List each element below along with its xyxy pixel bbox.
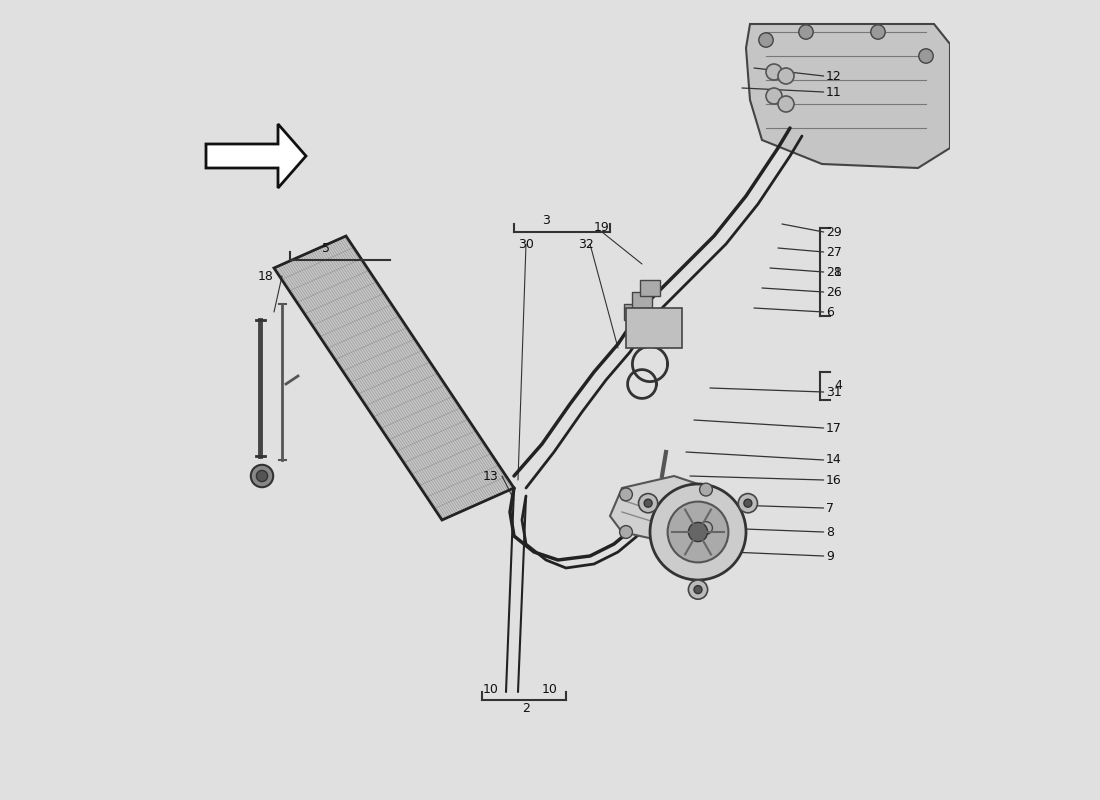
Circle shape [619,488,632,501]
Polygon shape [206,124,306,188]
Text: 1: 1 [834,266,842,278]
Text: 6: 6 [826,306,834,318]
Circle shape [778,68,794,84]
Text: 27: 27 [826,246,842,258]
Text: 29: 29 [826,226,842,238]
Text: 30: 30 [518,238,534,250]
Text: 19: 19 [594,222,609,234]
Text: 31: 31 [826,386,842,398]
Circle shape [766,88,782,104]
Text: 11: 11 [826,86,842,98]
Polygon shape [610,476,710,540]
Circle shape [645,499,652,507]
Circle shape [256,470,267,482]
Text: 2: 2 [522,702,530,714]
Circle shape [871,25,886,39]
Polygon shape [746,24,950,168]
Text: 9: 9 [826,550,834,562]
Text: 12: 12 [826,70,842,82]
Circle shape [700,483,713,496]
Text: 13: 13 [482,470,498,482]
Text: 14: 14 [826,454,842,466]
Circle shape [759,33,773,47]
Bar [626,308,682,348]
Text: 7: 7 [826,502,834,514]
Text: 16: 16 [826,474,842,486]
Text: 4: 4 [834,379,842,392]
Text: 3: 3 [542,214,550,226]
Circle shape [744,499,752,507]
Circle shape [766,64,782,80]
Circle shape [638,494,658,513]
Circle shape [700,522,713,534]
Polygon shape [274,236,514,520]
Circle shape [799,25,813,39]
Circle shape [251,465,273,487]
Text: 32: 32 [578,238,594,250]
Circle shape [650,484,746,580]
Circle shape [689,522,707,542]
Circle shape [619,526,632,538]
Text: 5: 5 [322,242,330,254]
Circle shape [778,96,794,112]
Circle shape [668,502,728,562]
Bar [632,292,651,308]
Bar [640,280,660,296]
Text: 8: 8 [826,526,834,538]
Text: 10: 10 [542,683,558,696]
Text: 18: 18 [258,270,274,282]
Circle shape [689,580,707,599]
Text: 26: 26 [826,286,842,298]
Bar [625,304,644,320]
Circle shape [738,494,758,513]
Text: 10: 10 [483,683,498,696]
Circle shape [918,49,933,63]
Text: 17: 17 [826,422,842,434]
Circle shape [694,586,702,594]
Text: 28: 28 [826,266,842,278]
